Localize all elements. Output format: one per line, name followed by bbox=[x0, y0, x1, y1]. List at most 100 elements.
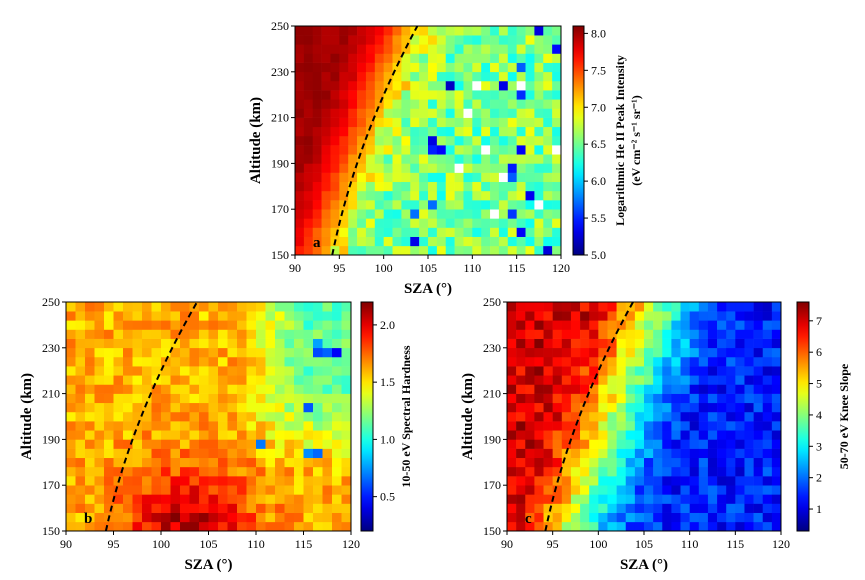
heatmap-cell bbox=[275, 302, 285, 312]
heatmap-cell bbox=[707, 329, 718, 339]
heatmap-cell bbox=[698, 311, 709, 321]
heatmap-cell bbox=[689, 338, 700, 349]
heatmap-cell bbox=[265, 411, 276, 422]
heatmap-cell bbox=[726, 512, 736, 523]
heatmap-cell bbox=[744, 384, 754, 394]
heatmap-cell bbox=[227, 320, 238, 330]
heatmap-cell bbox=[472, 181, 482, 192]
heatmap-cell bbox=[735, 375, 745, 385]
heatmap-cell bbox=[419, 190, 429, 201]
heatmap-cell bbox=[330, 26, 340, 36]
colorbar-tick-label: 1 bbox=[816, 502, 822, 516]
heatmap-cell bbox=[436, 218, 447, 228]
heatmap-cell bbox=[94, 384, 105, 394]
panel-letter: b bbox=[84, 511, 92, 527]
heatmap-cell bbox=[671, 356, 681, 367]
heatmap-cell bbox=[689, 320, 700, 330]
colorbar-tick-label: 2.0 bbox=[380, 318, 395, 332]
heatmap-cell bbox=[357, 126, 367, 137]
heatmap-cell bbox=[598, 402, 608, 413]
heatmap-cell bbox=[313, 476, 323, 486]
heatmap-cell bbox=[762, 494, 773, 504]
heatmap-cell bbox=[507, 209, 517, 219]
heatmap-cell bbox=[113, 485, 124, 495]
heatmap-cell bbox=[284, 411, 295, 422]
x-tick-label: 90 bbox=[501, 537, 513, 551]
heatmap-cell bbox=[189, 421, 200, 431]
heatmap-cell bbox=[454, 154, 464, 164]
heatmap-cell bbox=[341, 375, 352, 385]
heatmap-cell bbox=[561, 411, 572, 422]
heatmap-cell bbox=[341, 311, 352, 321]
heatmap-cell bbox=[75, 402, 86, 413]
heatmap-cell bbox=[104, 393, 114, 404]
heatmap-cell bbox=[246, 311, 257, 321]
heatmap-cell bbox=[607, 421, 617, 431]
heatmap-cell bbox=[75, 411, 86, 422]
heatmap-cell bbox=[580, 311, 590, 321]
heatmap-cell bbox=[85, 311, 95, 321]
heatmap-cell bbox=[208, 448, 219, 459]
heatmap-cell bbox=[490, 80, 500, 91]
heatmap-cell bbox=[170, 457, 181, 468]
heatmap-cell bbox=[275, 421, 285, 431]
heatmap-cell bbox=[339, 80, 349, 91]
heatmap-cell bbox=[365, 227, 376, 237]
heatmap-cell bbox=[199, 338, 209, 349]
heatmap-cell bbox=[671, 402, 681, 413]
heatmap-cell bbox=[454, 99, 464, 109]
heatmap-cell bbox=[322, 457, 333, 468]
heatmap-cell bbox=[534, 172, 544, 183]
heatmap-cell bbox=[616, 411, 627, 422]
heatmap-cell bbox=[454, 35, 464, 45]
heatmap-cell bbox=[589, 421, 599, 431]
heatmap-cell bbox=[94, 302, 105, 312]
heatmap-cell bbox=[374, 117, 384, 128]
heatmap-cell bbox=[463, 108, 473, 118]
heatmap-cell bbox=[123, 384, 133, 394]
heatmap-cell bbox=[392, 145, 402, 155]
heatmap-cell bbox=[580, 476, 590, 486]
heatmap-cell bbox=[180, 494, 190, 504]
heatmap-cell bbox=[753, 411, 764, 422]
heatmap-cell bbox=[498, 35, 509, 45]
heatmap-cell bbox=[256, 448, 266, 459]
heatmap-cell bbox=[189, 402, 200, 413]
heatmap-cell bbox=[662, 411, 672, 422]
heatmap-cell bbox=[771, 476, 782, 486]
heatmap-cell bbox=[454, 135, 464, 146]
heatmap-cell bbox=[142, 384, 152, 394]
heatmap-cell bbox=[294, 494, 304, 504]
heatmap-cell bbox=[543, 117, 553, 128]
heatmap-cell bbox=[66, 494, 76, 504]
heatmap-cell bbox=[472, 35, 482, 45]
heatmap-cell bbox=[151, 439, 162, 449]
heatmap-cell bbox=[374, 200, 384, 210]
heatmap-cell bbox=[543, 172, 553, 183]
heatmap-cell bbox=[275, 329, 285, 339]
heatmap-cell bbox=[607, 347, 617, 358]
heatmap-cell bbox=[113, 320, 124, 330]
heatmap-cell bbox=[374, 154, 384, 164]
heatmap-cell bbox=[507, 190, 517, 201]
heatmap-cell bbox=[644, 311, 654, 321]
heatmap-cell bbox=[644, 512, 654, 523]
heatmap-cell bbox=[534, 227, 544, 237]
heatmap-cell bbox=[481, 53, 491, 63]
heatmap-cell bbox=[428, 163, 438, 173]
terminator-line bbox=[104, 301, 198, 532]
heatmap-cell bbox=[726, 338, 736, 349]
heatmap-cell bbox=[744, 329, 754, 339]
heatmap-cell bbox=[680, 448, 690, 459]
heatmap-cell bbox=[246, 329, 257, 339]
heatmap-cell bbox=[689, 375, 700, 385]
heatmap-cell bbox=[237, 402, 247, 413]
heatmap-cell bbox=[616, 503, 627, 513]
heatmap-cell bbox=[428, 99, 438, 109]
heatmap-cell bbox=[265, 375, 276, 385]
heatmap-cell bbox=[445, 117, 455, 128]
heatmap-cell bbox=[303, 154, 314, 164]
x-tick-label: 120 bbox=[552, 261, 570, 275]
heatmap-cell bbox=[625, 411, 636, 422]
heatmap-cell bbox=[454, 172, 464, 183]
